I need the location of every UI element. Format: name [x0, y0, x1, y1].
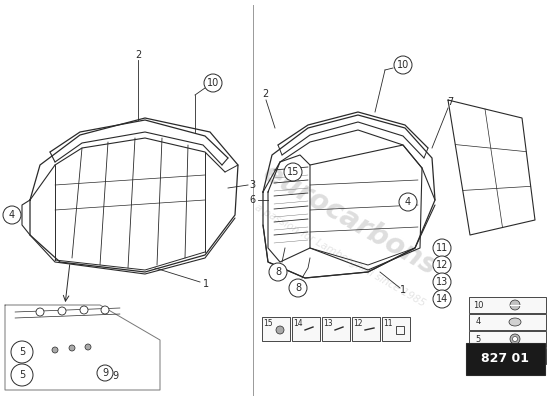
- Circle shape: [510, 300, 520, 310]
- Circle shape: [399, 193, 417, 211]
- Circle shape: [269, 263, 287, 281]
- FancyBboxPatch shape: [469, 348, 546, 364]
- Circle shape: [3, 206, 21, 224]
- Text: 8: 8: [475, 352, 481, 360]
- FancyBboxPatch shape: [469, 297, 546, 313]
- Circle shape: [513, 336, 518, 342]
- Circle shape: [58, 307, 66, 315]
- Text: 10: 10: [397, 60, 409, 70]
- Text: 7: 7: [447, 97, 453, 107]
- Circle shape: [511, 352, 519, 360]
- Text: 9: 9: [112, 371, 118, 381]
- Circle shape: [52, 347, 58, 353]
- Text: 2: 2: [262, 89, 268, 99]
- Circle shape: [510, 334, 520, 344]
- Text: 13: 13: [436, 277, 448, 287]
- Circle shape: [284, 163, 302, 181]
- Text: 12: 12: [436, 260, 448, 270]
- FancyBboxPatch shape: [466, 343, 545, 375]
- Text: 8: 8: [275, 267, 281, 277]
- FancyBboxPatch shape: [262, 317, 290, 341]
- Text: eurocarbons: eurocarbons: [258, 159, 442, 281]
- Circle shape: [204, 74, 222, 92]
- Text: 13: 13: [323, 318, 333, 328]
- FancyBboxPatch shape: [322, 317, 350, 341]
- Circle shape: [276, 326, 284, 334]
- Circle shape: [36, 308, 44, 316]
- Circle shape: [101, 306, 109, 314]
- Text: 827 01: 827 01: [481, 352, 529, 366]
- Circle shape: [11, 341, 33, 363]
- Text: 14: 14: [436, 294, 448, 304]
- Text: 10: 10: [207, 78, 219, 88]
- FancyBboxPatch shape: [292, 317, 320, 341]
- Circle shape: [289, 279, 307, 297]
- FancyBboxPatch shape: [469, 331, 546, 347]
- Text: 15: 15: [287, 167, 299, 177]
- Text: 10: 10: [473, 300, 483, 310]
- Text: a passion for Lamborghini since 1985: a passion for Lamborghini since 1985: [253, 202, 427, 308]
- FancyBboxPatch shape: [469, 314, 546, 330]
- Circle shape: [85, 344, 91, 350]
- Text: 6: 6: [249, 195, 255, 205]
- Circle shape: [69, 345, 75, 351]
- Text: 9: 9: [102, 368, 108, 378]
- Text: 2: 2: [135, 50, 141, 60]
- Ellipse shape: [509, 318, 521, 326]
- Text: 8: 8: [295, 283, 301, 293]
- Text: 5: 5: [19, 347, 25, 357]
- Text: 4: 4: [405, 197, 411, 207]
- Text: 5: 5: [475, 334, 481, 344]
- Text: 11: 11: [436, 243, 448, 253]
- Circle shape: [97, 365, 113, 381]
- FancyBboxPatch shape: [382, 317, 410, 341]
- Text: 1: 1: [203, 279, 209, 289]
- Circle shape: [394, 56, 412, 74]
- Text: 14: 14: [293, 318, 303, 328]
- FancyBboxPatch shape: [352, 317, 380, 341]
- Circle shape: [433, 273, 451, 291]
- Circle shape: [433, 256, 451, 274]
- Text: 5: 5: [19, 370, 25, 380]
- Text: 4: 4: [9, 210, 15, 220]
- Text: 15: 15: [263, 318, 273, 328]
- Text: 4: 4: [475, 318, 481, 326]
- Text: 11: 11: [383, 318, 393, 328]
- Circle shape: [433, 239, 451, 257]
- Circle shape: [433, 290, 451, 308]
- Text: 3: 3: [249, 180, 255, 190]
- Text: 12: 12: [353, 318, 363, 328]
- Circle shape: [80, 306, 88, 314]
- Circle shape: [11, 364, 33, 386]
- Text: 1: 1: [400, 285, 406, 295]
